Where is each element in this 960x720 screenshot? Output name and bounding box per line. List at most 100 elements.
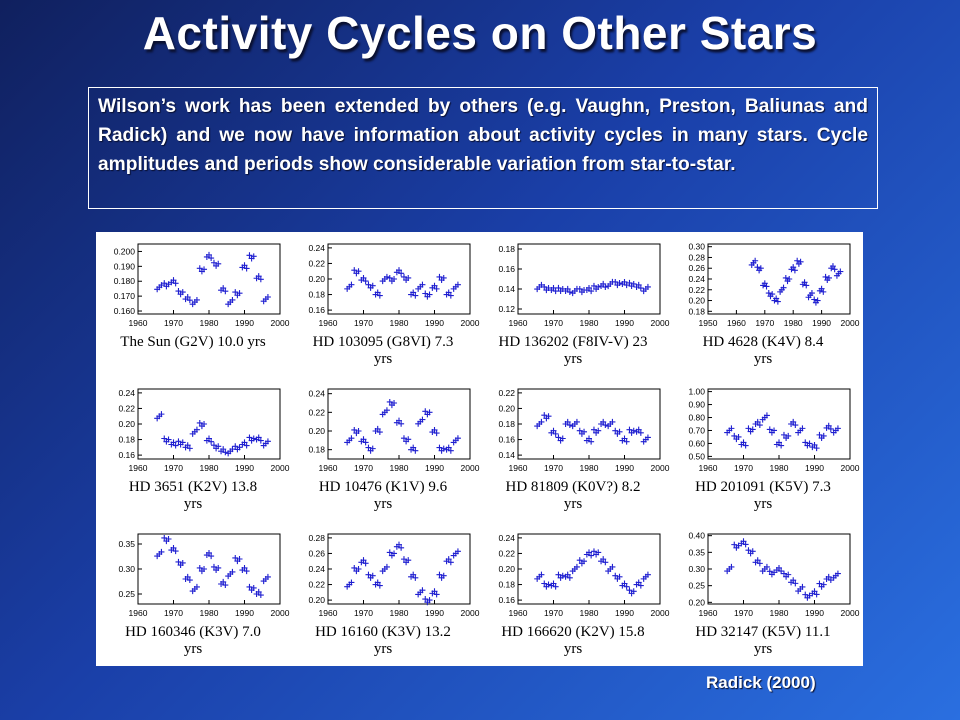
data-point (431, 282, 438, 289)
data-point (621, 278, 628, 285)
data-point (588, 552, 595, 559)
plot-caption: yrs (564, 641, 582, 657)
data-point (419, 587, 426, 594)
data-point (766, 568, 773, 575)
data-point (609, 563, 616, 570)
data-point (780, 431, 787, 438)
data-point (447, 447, 454, 454)
data-point (433, 591, 440, 598)
x-tick-label: 1970 (354, 608, 373, 618)
y-tick-label: 0.30 (118, 564, 135, 574)
y-tick-label: 0.180 (114, 276, 136, 286)
citation: Radick (2000) (706, 673, 816, 692)
data-point (348, 579, 355, 586)
data-point (255, 434, 262, 441)
data-point (386, 549, 393, 556)
y-tick-label: 0.18 (308, 290, 325, 300)
x-tick-label: 1970 (354, 318, 373, 328)
data-point (222, 449, 229, 456)
x-tick-label: 2000 (271, 608, 290, 618)
plot-caption: yrs (754, 641, 772, 657)
data-point (376, 429, 383, 436)
data-point (419, 281, 426, 288)
data-point (201, 566, 208, 572)
data-point (564, 571, 571, 578)
data-point (773, 295, 780, 302)
x-tick-label: 1990 (235, 318, 254, 328)
data-point (799, 425, 806, 432)
data-point (756, 560, 763, 567)
star-plot-7: 0.22 0.20 0.18 0.16 0.14 1960 1970 1980 1990 2000… (498, 388, 669, 512)
data-point (172, 442, 179, 449)
data-point (447, 559, 454, 566)
data-point (369, 572, 376, 579)
data-point (820, 581, 827, 588)
y-tick-label: 0.18 (688, 306, 705, 316)
data-point (215, 443, 222, 450)
data-point (264, 573, 271, 580)
data-point (566, 289, 573, 296)
data-point (186, 577, 193, 584)
y-tick-label: 0.22 (308, 407, 325, 417)
data-point (186, 445, 193, 452)
y-tick-label: 0.16 (498, 264, 515, 274)
y-tick-label: 0.22 (498, 388, 515, 398)
x-tick-label: 1990 (805, 608, 824, 618)
data-point (602, 422, 609, 429)
x-tick-label: 1990 (615, 318, 634, 328)
x-tick-label: 1990 (425, 463, 444, 473)
data-point (386, 274, 393, 281)
data-point (559, 435, 566, 442)
data-point (612, 427, 619, 434)
data-point (825, 573, 832, 580)
y-tick-label: 0.22 (688, 285, 705, 295)
data-point (754, 418, 761, 425)
y-tick-label: 0.20 (308, 426, 325, 436)
plot-caption: yrs (374, 641, 392, 657)
plot-caption: yrs (184, 496, 202, 512)
data-point (588, 288, 595, 295)
data-point (616, 280, 623, 286)
data-point (348, 435, 355, 442)
data-point (564, 418, 571, 425)
data-point (161, 280, 168, 287)
data-point (220, 446, 227, 453)
data-point (184, 442, 191, 449)
data-point (735, 433, 742, 440)
data-point (637, 582, 644, 589)
data-point (590, 426, 597, 433)
y-tick-label: 0.16 (118, 450, 135, 460)
data-point (626, 279, 633, 286)
x-tick-label: 1970 (544, 608, 563, 618)
data-point (440, 572, 447, 579)
data-point (436, 273, 443, 280)
data-point (447, 292, 454, 299)
data-point (586, 284, 592, 291)
x-tick-label: 2000 (651, 608, 670, 618)
plot-caption: yrs (564, 351, 582, 367)
plot-caption: HD 32147 (K5V) 11.1 (695, 624, 830, 640)
x-tick-label: 1960 (727, 318, 746, 328)
plot-caption: yrs (754, 496, 772, 512)
data-point (365, 444, 372, 451)
x-tick-label: 1980 (390, 463, 409, 473)
star-plot-3: 0.18 0.16 0.14 0.12 1960 1970 1980 1990 2000 HD 1… (498, 243, 670, 367)
data-point (383, 273, 390, 280)
y-tick-label: 0.16 (498, 595, 515, 605)
data-point (829, 263, 836, 270)
data-point (595, 283, 602, 290)
data-point (229, 568, 236, 575)
x-tick-label: 1980 (200, 608, 219, 618)
x-tick-label: 1990 (805, 463, 824, 473)
slide-title: Activity Cycles on Other Stars (142, 7, 818, 59)
plot-caption: The Sun (G2V) 10.0 yrs (120, 334, 266, 350)
x-tick-label: 1960 (129, 608, 148, 618)
data-point (374, 425, 381, 432)
x-tick-label: 1970 (544, 318, 563, 328)
y-tick-label: 0.25 (118, 589, 135, 599)
data-point (792, 422, 799, 429)
plot-caption: HD 201091 (K5V) 7.3 (695, 479, 831, 495)
data-point (422, 408, 429, 415)
data-point (400, 273, 407, 280)
data-point (396, 267, 402, 274)
